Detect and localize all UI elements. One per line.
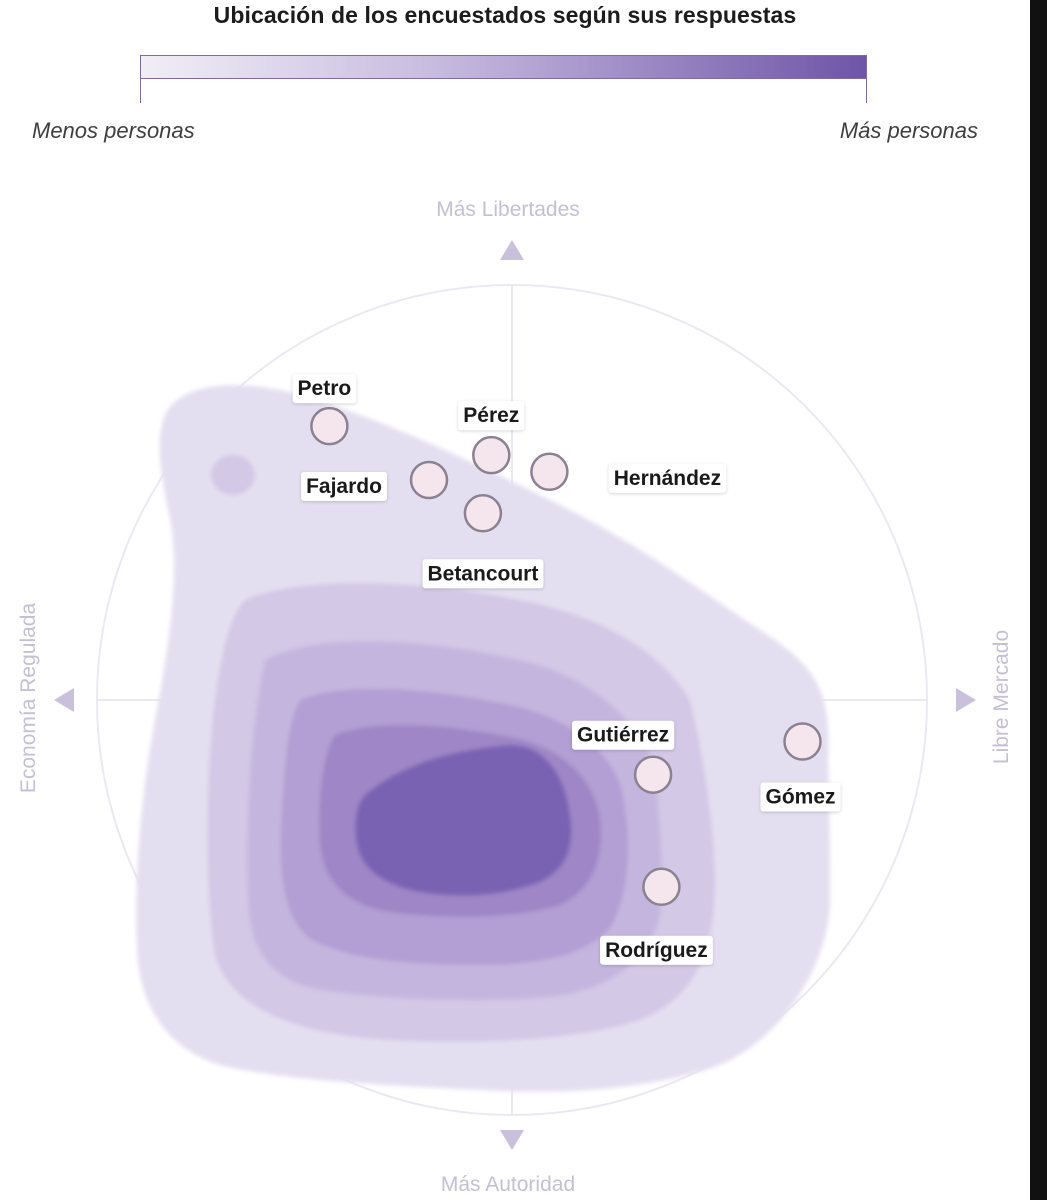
legend-color-scale (140, 55, 867, 79)
density-island (211, 455, 255, 495)
label-text-fajardo: Fajardo (306, 475, 382, 498)
arrow-left-icon (54, 688, 74, 712)
label-background-petro (292, 374, 357, 404)
label-background-gomez (760, 782, 841, 812)
arrow-up-icon (500, 240, 524, 260)
legend-tick-max (866, 79, 867, 103)
point-fajardo (409, 460, 449, 500)
density-contours (136, 385, 830, 1092)
label-gomez: Gómez (760, 782, 841, 812)
label-text-rodriguez: Rodríguez (605, 939, 708, 962)
point-petro (310, 406, 349, 446)
axis-label-left: Economía Regulada (17, 603, 40, 794)
arrow-down-icon (500, 1130, 524, 1150)
chart-title: Ubicación de los encuestados según sus r… (213, 2, 797, 28)
legend-max-label: Más personas (839, 118, 978, 143)
label-perez: Pérez (458, 401, 525, 431)
legend-min-label: Menos personas (32, 118, 195, 143)
label-background-perez (458, 401, 525, 431)
label-background-gutierrez (572, 720, 675, 750)
legend-tick-min (140, 79, 141, 103)
label-background-hernandez (608, 463, 727, 493)
label-hernandez: Hernández (608, 463, 727, 493)
label-petro: Petro (292, 374, 357, 404)
arrow-right-icon (956, 688, 976, 712)
label-text-gutierrez: Gutiérrez (577, 724, 669, 747)
label-betancourt: Betancourt (422, 559, 544, 589)
axis-label-right: Libre Mercado (990, 630, 1013, 764)
density-level-6 (355, 745, 572, 896)
label-background-betancourt (422, 559, 544, 589)
point-gomez (783, 722, 822, 761)
label-background-fajardo (301, 472, 387, 501)
axis-label-bottom: Más Autoridad (441, 1173, 575, 1196)
label-text-perez: Pérez (463, 404, 519, 427)
label-text-gomez: Gómez (765, 786, 835, 809)
point-perez (472, 435, 511, 475)
point-gutierrez (633, 755, 673, 794)
candidate-points (310, 406, 822, 907)
axis-label-top: Más Libertades (436, 198, 580, 221)
label-fajardo: Fajardo (301, 472, 387, 501)
point-hernandez (530, 452, 569, 492)
label-text-hernandez: Hernández (614, 467, 721, 490)
candidate-labels: Petro Pérez Fajardo Hernández Betancourt Guti… (292, 374, 841, 965)
label-rodriguez: Rodríguez (600, 935, 713, 965)
point-betancourt (463, 494, 503, 533)
label-background-rodriguez (600, 935, 713, 965)
point-rodriguez (642, 867, 681, 907)
label-text-petro: Petro (298, 377, 352, 400)
label-gutierrez: Gutiérrez (572, 720, 675, 750)
label-text-betancourt: Betancourt (427, 562, 538, 585)
